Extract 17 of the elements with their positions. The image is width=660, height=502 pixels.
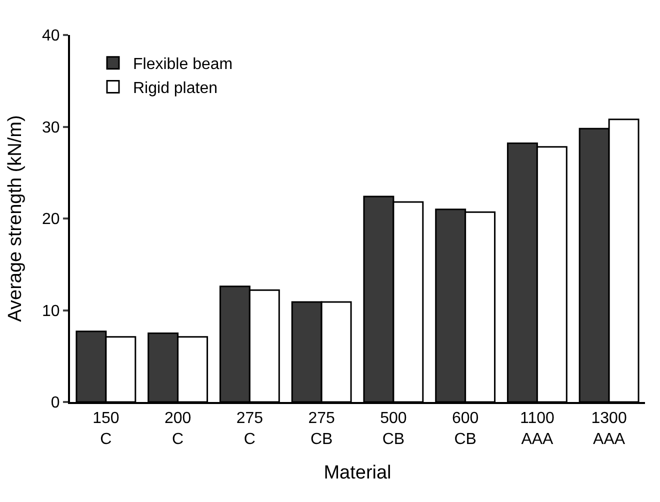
x-tick-label: 600 CB [452,410,479,448]
x-tick-label: 1300 AAA [591,410,627,448]
x-axis-title: Material [324,462,392,484]
y-tick-label: 10 [42,302,60,320]
y-tick-label: 20 [42,211,60,228]
x-tick-label: 500 CB [380,410,407,448]
y-axis-title: Average strength (kN/m) [5,115,26,322]
x-tick-label: 150 C [92,410,120,448]
x-tick-label: 200 C [164,410,192,448]
x-tick-label: 1100 AAA [520,410,554,448]
y-tick-label: 30 [42,119,60,136]
legend-label: Flexible beam [133,56,233,74]
y-tick-label: 0 [50,394,60,412]
y-tick-label: 40 [42,28,60,45]
x-tick-label: 275 C [236,410,264,448]
legend-label: Rigid platen [133,80,218,97]
x-tick-label: 275 CB [308,410,336,448]
